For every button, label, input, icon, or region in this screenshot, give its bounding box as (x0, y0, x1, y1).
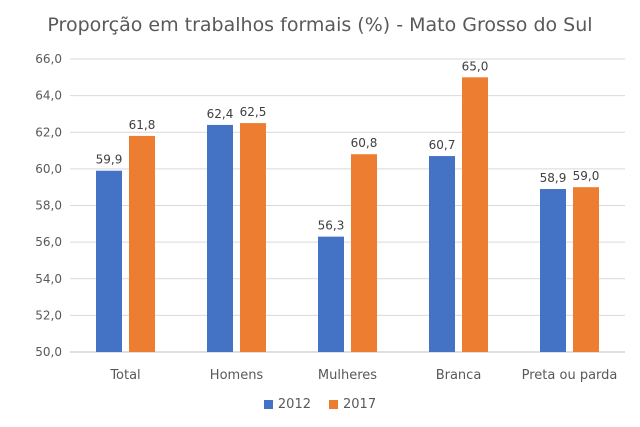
chart-title: Proporção em trabalhos formais (%) - Mat… (47, 14, 593, 36)
y-tick-label: 62,0 (35, 125, 62, 139)
y-tick-label: 64,0 (35, 89, 62, 103)
bar-2012-2 (318, 236, 344, 352)
data-label: 60,8 (351, 136, 378, 150)
bar-2012-3 (429, 156, 455, 352)
legend-item-2012: 2012 (263, 397, 311, 412)
legend-label-2012: 2012 (277, 397, 311, 412)
bars (96, 77, 599, 352)
y-tick-label: 50,0 (35, 345, 62, 359)
data-labels: 59,9 61,8 62,4 62,5 56,3 60,8 60,7 65,0 58,9 59,0 (96, 59, 600, 232)
y-tick-label: 52,0 (35, 308, 62, 322)
bar-2017-0 (129, 135, 155, 352)
x-tick-label: Total (109, 368, 140, 383)
x-tick-label: Branca (436, 368, 482, 383)
legend-item-2017: 2017 (329, 397, 376, 412)
bar-2017-3 (462, 77, 488, 352)
data-label: 62,5 (240, 105, 267, 119)
y-tick-label: 66,0 (35, 52, 62, 66)
y-tick-label: 60,0 (35, 162, 62, 176)
x-tick-label: Homens (210, 368, 264, 383)
y-tick-label: 58,0 (35, 199, 62, 213)
data-label: 62,4 (207, 107, 234, 121)
data-label: 60,7 (429, 138, 456, 152)
bar-2012-4 (540, 189, 566, 352)
data-label: 58,9 (540, 171, 567, 185)
bar-2017-4 (573, 187, 599, 352)
x-tick-label: Mulheres (318, 368, 377, 383)
x-tick-label: Preta ou parda (522, 368, 618, 383)
data-label: 61,8 (129, 118, 156, 132)
legend-label-2017: 2017 (343, 397, 377, 412)
gridlines (70, 58, 625, 353)
data-label: 59,0 (573, 169, 600, 183)
bar-2017-2 (351, 154, 377, 352)
data-label: 65,0 (462, 59, 489, 73)
data-label: 59,9 (96, 153, 123, 167)
y-tick-label: 54,0 (35, 272, 62, 286)
legend-swatch-2017 (329, 400, 338, 409)
bar-2017-1 (240, 123, 266, 352)
x-axis-ticks: Total Homens Mulheres Branca Preta ou parda (109, 368, 617, 383)
bar-2012-1 (207, 124, 233, 352)
legend-swatch-2012 (263, 400, 273, 409)
bar-2012-0 (96, 170, 122, 352)
legend: 2012 2017 (0, 397, 640, 412)
y-tick-label: 56,0 (35, 235, 62, 249)
data-label: 56,3 (318, 219, 345, 233)
y-axis-ticks: 50,0 52,0 54,0 56,0 58,0 60,0 62,0 64,0 66,0 (35, 52, 62, 359)
